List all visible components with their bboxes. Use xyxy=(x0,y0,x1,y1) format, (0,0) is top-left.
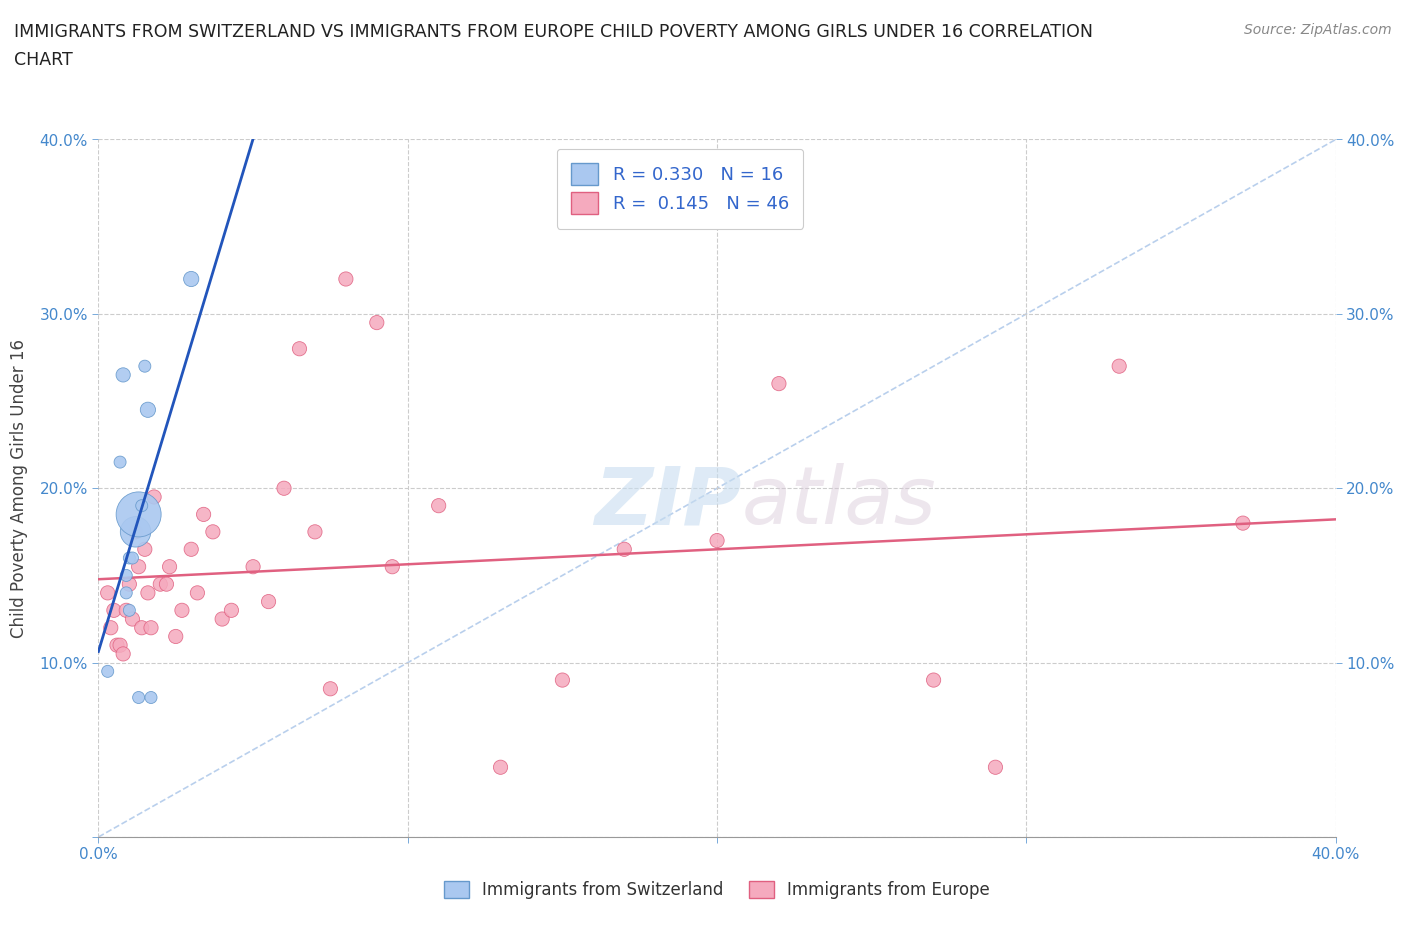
Point xyxy=(221,603,243,618)
Point xyxy=(115,603,138,618)
Point xyxy=(118,551,141,565)
Point xyxy=(613,542,636,557)
Point xyxy=(134,359,156,374)
Point xyxy=(257,594,280,609)
Text: Source: ZipAtlas.com: Source: ZipAtlas.com xyxy=(1244,23,1392,37)
Point xyxy=(211,612,233,627)
Point xyxy=(180,542,202,557)
Point xyxy=(551,672,574,687)
Point xyxy=(128,690,150,705)
Point xyxy=(304,525,326,539)
Point xyxy=(118,577,141,591)
Point xyxy=(136,403,159,418)
Text: CHART: CHART xyxy=(14,51,73,69)
Point xyxy=(165,629,187,644)
Point xyxy=(273,481,295,496)
Point xyxy=(124,525,146,539)
Point xyxy=(288,341,311,356)
Point xyxy=(139,690,162,705)
Point xyxy=(136,586,159,601)
Text: IMMIGRANTS FROM SWITZERLAND VS IMMIGRANTS FROM EUROPE CHILD POVERTY AMONG GIRLS : IMMIGRANTS FROM SWITZERLAND VS IMMIGRANT… xyxy=(14,23,1092,41)
Point xyxy=(319,682,342,697)
Point xyxy=(100,620,122,635)
Point xyxy=(97,664,120,679)
Point xyxy=(108,638,131,653)
Point xyxy=(706,533,728,548)
Point xyxy=(242,559,264,574)
Point xyxy=(124,525,146,539)
Point xyxy=(134,542,156,557)
Y-axis label: Child Poverty Among Girls Under 16: Child Poverty Among Girls Under 16 xyxy=(10,339,28,638)
Point xyxy=(128,507,150,522)
Point xyxy=(131,620,153,635)
Legend: Immigrants from Switzerland, Immigrants from Europe: Immigrants from Switzerland, Immigrants … xyxy=(437,874,997,906)
Text: atlas: atlas xyxy=(742,463,936,541)
Point xyxy=(115,586,138,601)
Point xyxy=(768,377,790,392)
Point xyxy=(366,315,388,330)
Point xyxy=(105,638,128,653)
Point xyxy=(121,551,143,565)
Point xyxy=(155,577,177,591)
Point xyxy=(112,646,135,661)
Point xyxy=(121,612,143,627)
Point xyxy=(128,559,150,574)
Point xyxy=(159,559,181,574)
Point xyxy=(489,760,512,775)
Point xyxy=(193,507,215,522)
Point xyxy=(335,272,357,286)
Point xyxy=(118,603,141,618)
Point xyxy=(143,489,166,504)
Point xyxy=(381,559,404,574)
Point xyxy=(922,672,945,687)
Point xyxy=(108,455,131,470)
Point xyxy=(1108,359,1130,374)
Point xyxy=(115,568,138,583)
Point xyxy=(180,272,202,286)
Point xyxy=(170,603,193,618)
Text: ZIP: ZIP xyxy=(595,463,742,541)
Point xyxy=(149,577,172,591)
Point xyxy=(427,498,450,513)
Point xyxy=(112,367,135,382)
Point xyxy=(139,620,162,635)
Point xyxy=(201,525,224,539)
Point xyxy=(1232,515,1254,530)
Point xyxy=(131,498,153,513)
Point xyxy=(186,586,208,601)
Point xyxy=(103,603,125,618)
Point xyxy=(984,760,1007,775)
Point xyxy=(97,586,120,601)
